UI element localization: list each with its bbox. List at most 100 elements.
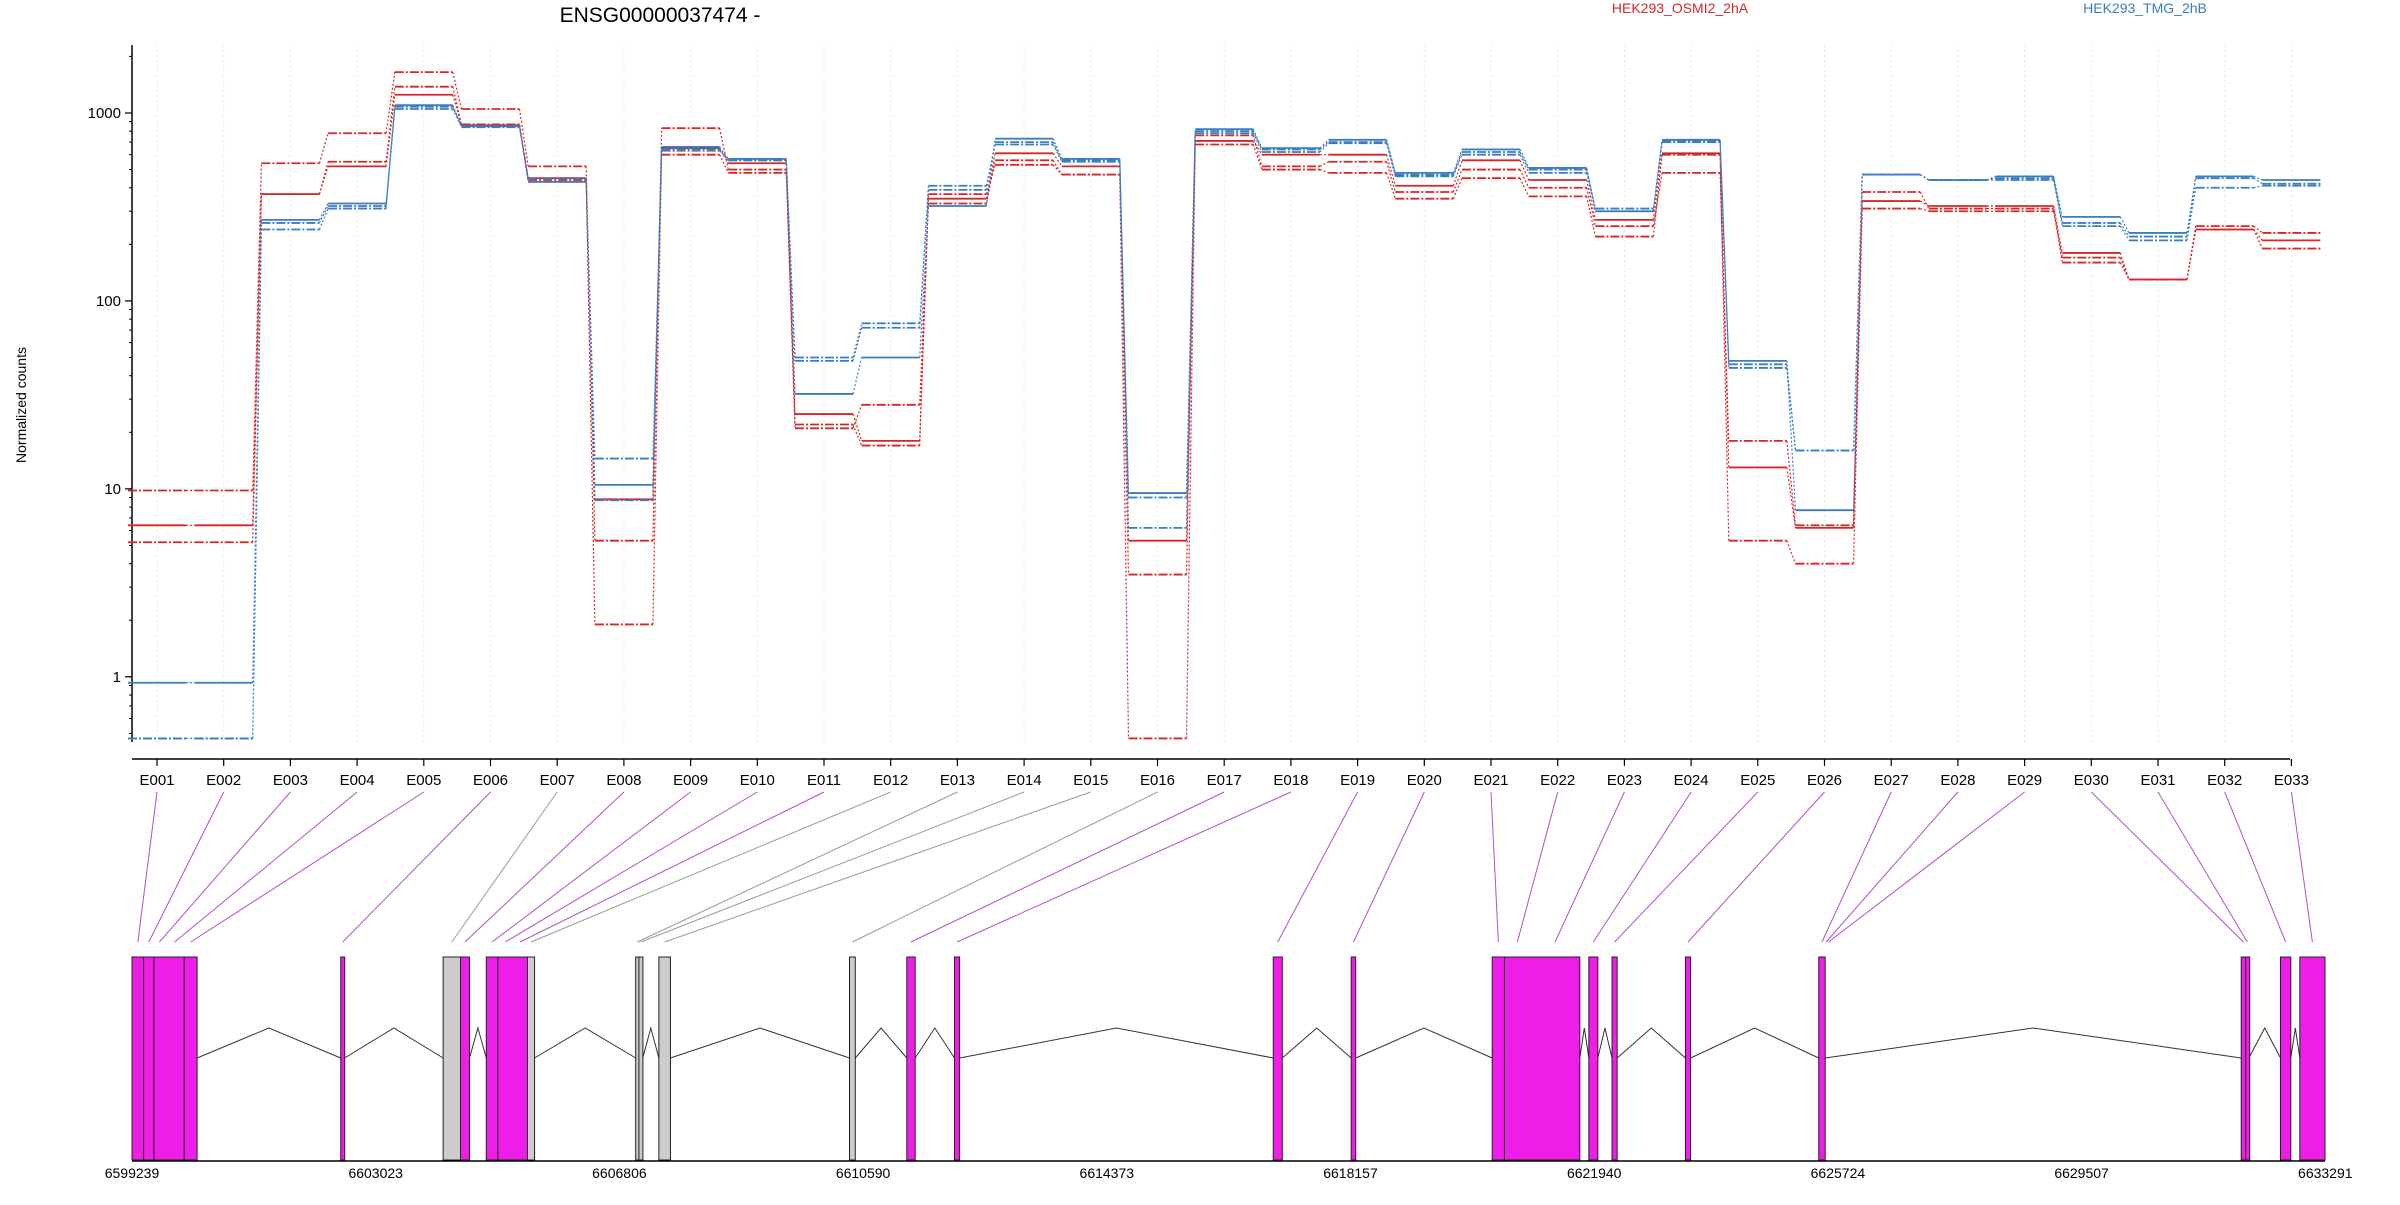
data-connector bbox=[1452, 160, 1463, 186]
data-connector bbox=[2186, 229, 2197, 280]
y-tick-label: 1 bbox=[113, 669, 121, 686]
data-connector bbox=[852, 323, 863, 358]
x-tick-label: E022 bbox=[1540, 772, 1575, 789]
series-HEK293_TMG_2hB-6 bbox=[128, 105, 2321, 740]
data-connector bbox=[1652, 140, 1663, 209]
exon-block bbox=[340, 956, 346, 1161]
data-connector bbox=[1519, 151, 1530, 170]
data-connector bbox=[1119, 174, 1130, 575]
series-HEK293_TMG_2hB-5 bbox=[128, 108, 2321, 740]
exon-connector bbox=[1614, 791, 1759, 943]
data-connector bbox=[1652, 154, 1663, 237]
exon-block-untested bbox=[526, 956, 536, 1161]
data-connector bbox=[1586, 187, 1596, 227]
data-connector bbox=[852, 424, 863, 446]
legend-entry-osmi2: HEK293_OSMI2_2hA bbox=[1612, 0, 1749, 16]
data-connector bbox=[385, 86, 396, 162]
data-connector bbox=[1252, 133, 1263, 153]
exon-connector bbox=[1516, 791, 1559, 943]
x-tick-label: E012 bbox=[873, 772, 908, 789]
data-connector bbox=[1185, 135, 1196, 575]
x-tick-label: E005 bbox=[406, 772, 441, 789]
y-tick-label: 10 bbox=[104, 481, 121, 498]
exon-block bbox=[460, 956, 471, 1161]
intron bbox=[1579, 1027, 1590, 1059]
x-tick-label: E009 bbox=[673, 772, 708, 789]
data-connector bbox=[1252, 130, 1263, 150]
data-connector bbox=[2253, 185, 2263, 189]
intron bbox=[2248, 1026, 2281, 1059]
data-connector bbox=[452, 94, 463, 126]
data-connector bbox=[1786, 360, 1797, 511]
data-connector bbox=[252, 194, 262, 526]
intron bbox=[469, 1026, 487, 1059]
intron bbox=[1597, 1027, 1613, 1059]
data-connector bbox=[852, 404, 863, 429]
coord-label: 6606806 bbox=[592, 1165, 647, 1181]
exon-block bbox=[153, 956, 185, 1161]
data-connector bbox=[2253, 229, 2263, 241]
data-connector bbox=[1319, 169, 1329, 174]
x-tick-label: E011 bbox=[807, 772, 841, 789]
coord-label: 6625724 bbox=[1811, 1165, 1866, 1181]
data-connector bbox=[2119, 252, 2130, 280]
exon-block bbox=[485, 956, 499, 1161]
x-tick-label: E031 bbox=[2140, 772, 2175, 789]
series-layer bbox=[128, 71, 2321, 740]
data-connector bbox=[719, 128, 729, 170]
intron bbox=[196, 1027, 341, 1059]
data-connector bbox=[1119, 161, 1130, 528]
chart-title: ENSG00000037474 - bbox=[560, 4, 761, 27]
data-connector bbox=[985, 164, 996, 195]
exon-connector bbox=[530, 791, 891, 943]
data-connector bbox=[2119, 222, 2130, 237]
x-tick-label: E017 bbox=[1207, 772, 1242, 789]
exon-block-untested bbox=[442, 956, 462, 1161]
data-connector bbox=[1919, 200, 1930, 207]
data-connector bbox=[2119, 262, 2130, 280]
data-connector bbox=[2186, 178, 2197, 237]
data-connector bbox=[2253, 177, 2263, 185]
data-connector bbox=[585, 178, 596, 459]
data-connector bbox=[1586, 179, 1596, 220]
data-connector bbox=[985, 141, 996, 190]
x-tick-label: E026 bbox=[1807, 772, 1842, 789]
data-connector bbox=[852, 357, 863, 395]
data-connector bbox=[1185, 144, 1196, 739]
x-tick-label: E015 bbox=[1073, 772, 1108, 789]
exon-block bbox=[953, 956, 961, 1161]
exon-connector bbox=[148, 791, 225, 943]
data-connector bbox=[385, 106, 396, 207]
series-HEK293_OSMI2_2hA-2 bbox=[128, 71, 2321, 576]
coord-label: 6614373 bbox=[1080, 1165, 1135, 1181]
exon-connector bbox=[190, 791, 425, 943]
exon-block bbox=[1684, 956, 1692, 1161]
data-connector bbox=[1052, 138, 1063, 160]
intron bbox=[1281, 1027, 1352, 1059]
legend-entry-tmg: HEK293_TMG_2hB bbox=[2083, 0, 2207, 16]
exon-connector bbox=[1825, 791, 1959, 943]
data-connector bbox=[1119, 160, 1130, 498]
exon-connector bbox=[664, 791, 1091, 943]
data-connector bbox=[719, 147, 729, 164]
intron bbox=[534, 1027, 636, 1059]
coord-label: 6621940 bbox=[1567, 1165, 1622, 1181]
data-connector bbox=[852, 327, 863, 361]
data-connector bbox=[652, 149, 663, 501]
data-connector bbox=[2053, 208, 2063, 263]
gridlines bbox=[156, 45, 2292, 742]
data-connector bbox=[1252, 140, 1263, 156]
exon-connector bbox=[956, 791, 1292, 943]
coord-label: 6633291 bbox=[2298, 1165, 2353, 1181]
x-tick-label: E003 bbox=[273, 772, 308, 789]
exon-connector bbox=[451, 791, 558, 943]
data-connector bbox=[985, 160, 996, 204]
exon-connector bbox=[174, 791, 358, 943]
data-connector bbox=[1386, 143, 1396, 177]
data-connector bbox=[1719, 139, 1730, 361]
data-connector bbox=[1185, 133, 1196, 498]
exon-block bbox=[2245, 956, 2251, 1161]
data-connector bbox=[318, 205, 329, 224]
exon-block bbox=[1503, 956, 1581, 1161]
